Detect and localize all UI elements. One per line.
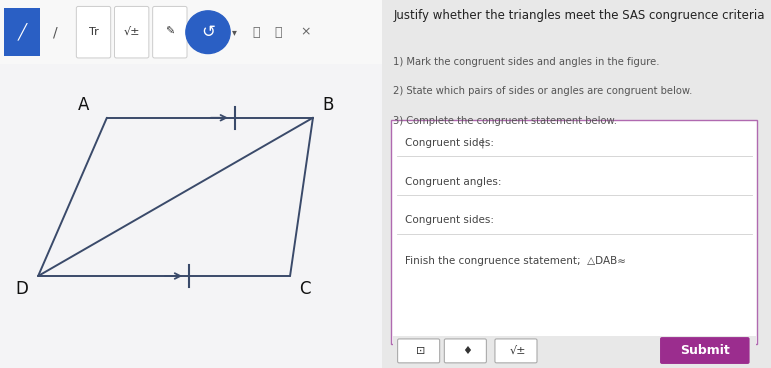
Text: Tr: Tr: [89, 27, 99, 37]
Text: ▾: ▾: [232, 27, 237, 37]
Text: 1) Mark the congruent sides and angles in the figure.: 1) Mark the congruent sides and angles i…: [393, 57, 660, 67]
Text: ⌢: ⌢: [274, 26, 282, 39]
FancyBboxPatch shape: [114, 7, 149, 58]
Text: Finish the congruence statement;  △DAB≈: Finish the congruence statement; △DAB≈: [405, 256, 626, 266]
Text: ⊡: ⊡: [416, 346, 426, 355]
Circle shape: [186, 11, 230, 53]
Text: ♦: ♦: [463, 346, 473, 355]
Text: 3) Complete the congruent statement below.: 3) Complete the congruent statement belo…: [393, 116, 618, 126]
FancyBboxPatch shape: [153, 7, 187, 58]
FancyBboxPatch shape: [4, 8, 40, 56]
Text: D: D: [15, 280, 29, 298]
FancyBboxPatch shape: [392, 120, 757, 344]
Text: ╱: ╱: [18, 24, 26, 41]
FancyBboxPatch shape: [392, 336, 756, 365]
Text: ⌢: ⌢: [252, 26, 260, 39]
FancyBboxPatch shape: [76, 7, 111, 58]
Text: B: B: [322, 96, 334, 114]
Text: √±: √±: [123, 27, 140, 37]
FancyBboxPatch shape: [660, 337, 749, 364]
FancyBboxPatch shape: [495, 339, 537, 363]
Text: Congruent sides:: Congruent sides:: [405, 138, 494, 148]
Text: A: A: [79, 96, 89, 114]
FancyBboxPatch shape: [0, 64, 382, 368]
Text: |: |: [481, 138, 484, 149]
Text: Congruent angles:: Congruent angles:: [405, 177, 501, 187]
Text: /: /: [53, 25, 58, 39]
Text: C: C: [300, 280, 311, 298]
FancyBboxPatch shape: [444, 339, 487, 363]
Text: Justify whether the triangles meet the SAS congruence criteria: Justify whether the triangles meet the S…: [393, 9, 765, 22]
Text: 2) State which pairs of sides or angles are congruent below.: 2) State which pairs of sides or angles …: [393, 86, 692, 96]
Text: ↺: ↺: [201, 23, 215, 41]
Text: Congruent sides:: Congruent sides:: [405, 215, 494, 225]
Text: Submit: Submit: [680, 344, 729, 357]
Text: ×: ×: [300, 26, 311, 39]
Text: √±: √±: [510, 346, 526, 355]
FancyBboxPatch shape: [0, 0, 382, 64]
FancyBboxPatch shape: [398, 339, 439, 363]
Text: ✎: ✎: [165, 27, 174, 37]
